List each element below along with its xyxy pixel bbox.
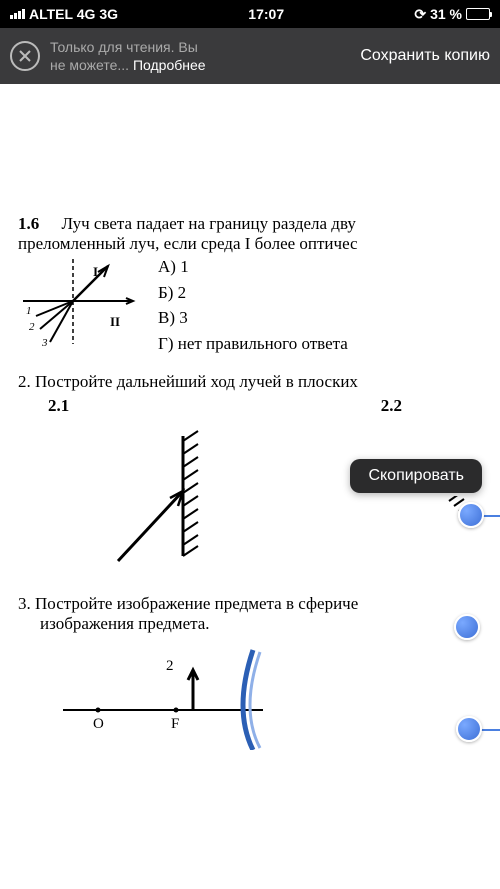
battery-percent: 31 % xyxy=(430,6,462,22)
svg-text:I: I xyxy=(93,264,98,279)
q2-diagrams xyxy=(18,426,482,576)
svg-text:2: 2 xyxy=(29,321,35,333)
close-icon xyxy=(18,49,32,63)
svg-text:II: II xyxy=(110,314,120,329)
svg-text:1: 1 xyxy=(26,305,32,317)
svg-text:O: O xyxy=(93,716,104,732)
battery-icon xyxy=(466,8,490,20)
signal-icon xyxy=(10,9,25,19)
q16-option-a: А) 1 xyxy=(158,254,348,280)
plane-mirror-diagram xyxy=(98,426,238,576)
q16-option-d: Г) нет правильного ответа xyxy=(158,331,348,357)
close-button[interactable] xyxy=(10,41,40,71)
svg-text:3: 3 xyxy=(41,337,48,349)
q16-text-1: Луч света падает на границу раздела дву xyxy=(62,214,356,233)
q3-line1: 3. Постройте изображение предмета в сфер… xyxy=(18,594,482,614)
network-secondary: 3G xyxy=(99,6,118,22)
status-bar: ALTEL 4G 3G 17:07 ⟳ 31 % xyxy=(0,0,500,28)
question-3: 3. Постройте изображение предмета в сфер… xyxy=(18,594,482,755)
question-2-subs: 2.1 2.2 xyxy=(18,392,482,416)
q3-line2: изображения предмета. xyxy=(18,614,482,634)
spherical-mirror-diagram: O F 2 xyxy=(58,640,278,755)
carrier-label: ALTEL 4G xyxy=(29,6,95,22)
readonly-banner: Только для чтения. Вы не можете... Подро… xyxy=(0,28,500,84)
status-time: 17:07 xyxy=(248,6,284,22)
selection-handle-mid[interactable] xyxy=(454,614,480,640)
q16-option-c: В) 3 xyxy=(158,305,348,331)
refraction-diagram: I II 1 2 3 xyxy=(18,254,138,354)
banner-text: Только для чтения. Вы не можете... Подро… xyxy=(50,38,350,74)
question-1-6: 1.6 Луч света падает на границу раздела … xyxy=(18,214,482,356)
status-left: ALTEL 4G 3G xyxy=(10,6,118,22)
q16-number: 1.6 xyxy=(18,214,39,233)
selection-handle-bottom[interactable] xyxy=(456,716,482,742)
banner-line1: Только для чтения. Вы xyxy=(50,38,350,56)
q2-2-label: 2.2 xyxy=(381,396,402,416)
status-right: ⟳ 31 % xyxy=(414,6,490,23)
copy-tooltip[interactable]: Скопировать xyxy=(350,459,482,493)
q2-1-label: 2.1 xyxy=(48,396,69,416)
orientation-lock-icon: ⟳ xyxy=(414,6,426,23)
selection-handle-top[interactable] xyxy=(458,502,484,528)
more-link[interactable]: Подробнее xyxy=(133,57,206,73)
svg-text:2: 2 xyxy=(166,658,174,674)
content-area: 1.6 Луч света падает на границу раздела … xyxy=(0,84,500,889)
q16-option-b: Б) 2 xyxy=(158,280,348,306)
q16-text-2: преломленный луч, если среда I более опт… xyxy=(18,234,482,254)
banner-line2: не можете... Подробнее xyxy=(50,56,350,74)
q16-options: А) 1 Б) 2 В) 3 Г) нет правильного ответа xyxy=(138,254,348,356)
question-2-title: 2. Постройте дальнейший ход лучей в плос… xyxy=(18,372,482,392)
save-copy-button[interactable]: Сохранить копию xyxy=(360,47,490,65)
svg-text:F: F xyxy=(171,716,179,732)
